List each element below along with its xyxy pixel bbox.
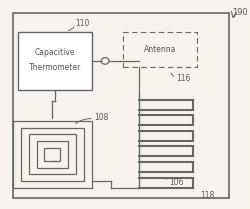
Bar: [29, 134, 76, 174]
Bar: [13, 13, 229, 198]
Bar: [21, 128, 84, 181]
Text: 108: 108: [94, 113, 108, 122]
Bar: [124, 32, 197, 67]
Text: Antenna: Antenna: [144, 45, 176, 54]
Bar: [44, 148, 60, 161]
Text: 110: 110: [76, 19, 90, 28]
Bar: [18, 32, 92, 90]
Text: Thermometer: Thermometer: [28, 63, 81, 72]
Bar: [36, 141, 68, 168]
Text: Capacitive: Capacitive: [34, 48, 75, 57]
Text: 190: 190: [232, 8, 248, 17]
Text: 106: 106: [169, 178, 184, 187]
Text: 116: 116: [176, 74, 191, 83]
Bar: [13, 121, 92, 187]
Text: 118: 118: [200, 191, 214, 200]
